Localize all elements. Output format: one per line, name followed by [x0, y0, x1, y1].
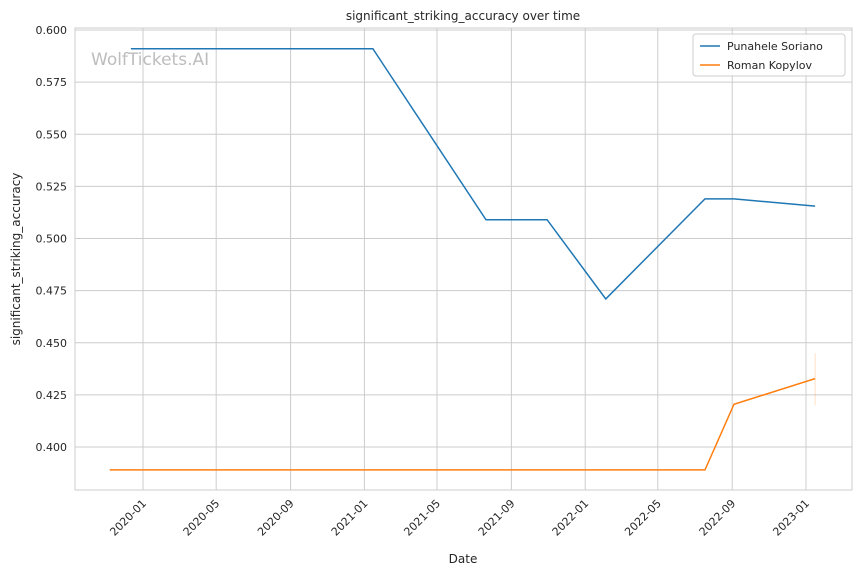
x-tick-label: 2021-09 [476, 497, 518, 539]
y-tick-label: 0.450 [36, 337, 68, 350]
watermark: WolfTickets.AI [91, 50, 209, 70]
x-tick-label: 2021-05 [401, 497, 443, 539]
series-line-0 [130, 48, 816, 301]
x-tick-label: 2022-09 [697, 497, 739, 539]
legend-box [692, 33, 846, 77]
x-tick-label: 2021-01 [329, 497, 371, 539]
chart-title: significant_striking_accuracy over time [346, 9, 580, 23]
y-tick-label: 0.400 [36, 441, 68, 454]
y-tick-label: 0.575 [36, 76, 68, 89]
x-axis-label: Date [449, 552, 478, 566]
y-tick-label: 0.600 [36, 24, 68, 37]
y-tick-label: 0.550 [36, 128, 68, 141]
plot-frame [74, 27, 853, 491]
x-tick-label: 2022-01 [550, 497, 592, 539]
x-tick-label: 2022-05 [622, 497, 664, 539]
legend: Punahele Soriano Roman Kopylov [692, 33, 846, 77]
legend-label: Punahele Soriano [727, 40, 823, 53]
y-tick-label: 0.425 [36, 389, 68, 402]
x-tick-label: 2020-05 [181, 497, 223, 539]
x-tick-label: 2020-09 [255, 497, 297, 539]
y-tick-label: 0.500 [36, 233, 68, 246]
x-tick-label: 2023-01 [770, 497, 812, 539]
x-tick-label: 2020-01 [107, 497, 149, 539]
y-tick-label: 0.525 [36, 180, 68, 193]
series-line-1 [109, 377, 816, 471]
legend-label: Roman Kopylov [727, 59, 812, 72]
y-axis-label: significant_striking_accuracy [9, 173, 23, 346]
y-tick-label: 0.475 [36, 285, 68, 298]
